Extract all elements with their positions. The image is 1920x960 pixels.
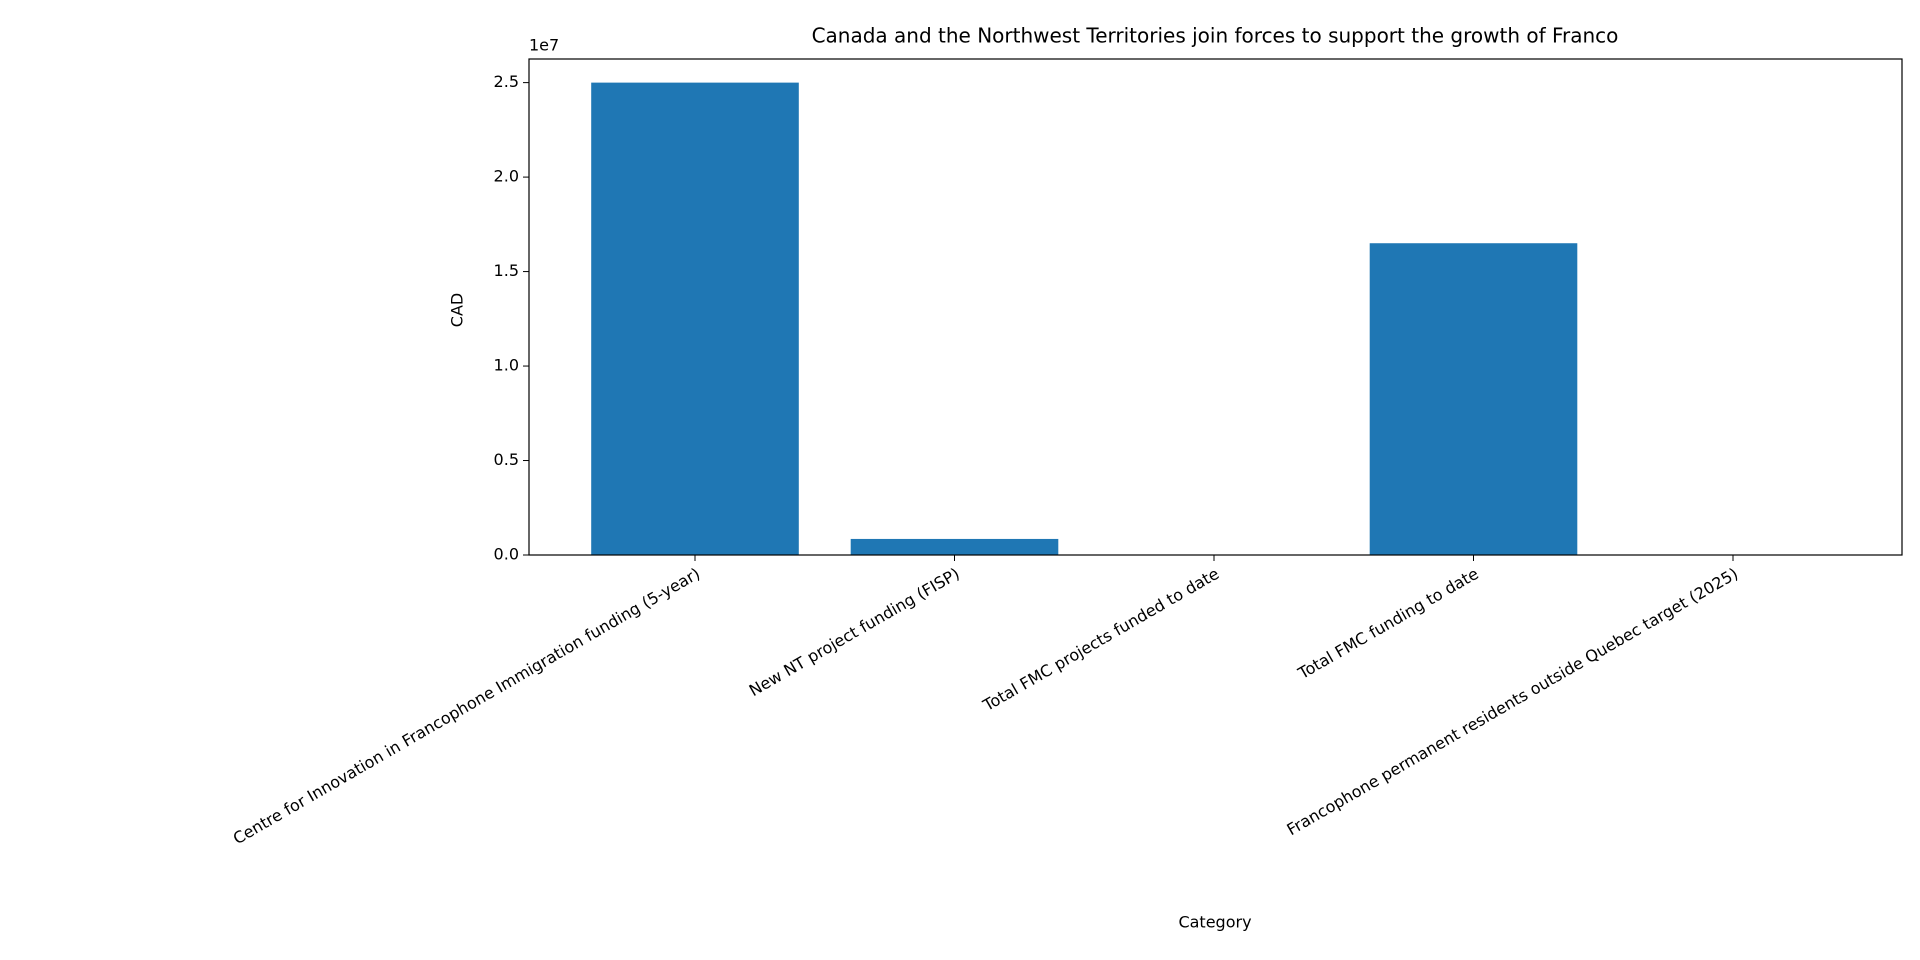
x-tick-label: Francophone permanent residents outside …	[1283, 564, 1741, 839]
y-tick-label: 2.0	[494, 167, 519, 186]
y-tick-label: 0.0	[494, 545, 519, 564]
bar	[850, 538, 1059, 555]
x-tick-label: Total FMC funding to date	[1294, 564, 1482, 683]
x-tick-label: New NT project funding (FISP)	[746, 564, 963, 700]
y-tick-label: 1.0	[494, 356, 519, 375]
y-tick-label: 0.5	[494, 450, 519, 469]
y-axis-label: CAD	[448, 293, 467, 327]
x-axis-label: Category	[1178, 913, 1251, 932]
plot-frame	[528, 58, 1903, 556]
y-tick-label: 1.5	[494, 261, 519, 280]
x-tick-label: Total FMC projects funded to date	[979, 564, 1222, 715]
bar	[1369, 243, 1578, 555]
bar	[591, 82, 799, 555]
y-tick-label: 2.5	[494, 72, 519, 91]
x-tick-label: Centre for Innovation in Francophone Imm…	[230, 564, 704, 848]
chart-title: Canada and the Northwest Territories joi…	[812, 24, 1619, 48]
y-offset-label: 1e7	[529, 36, 559, 55]
